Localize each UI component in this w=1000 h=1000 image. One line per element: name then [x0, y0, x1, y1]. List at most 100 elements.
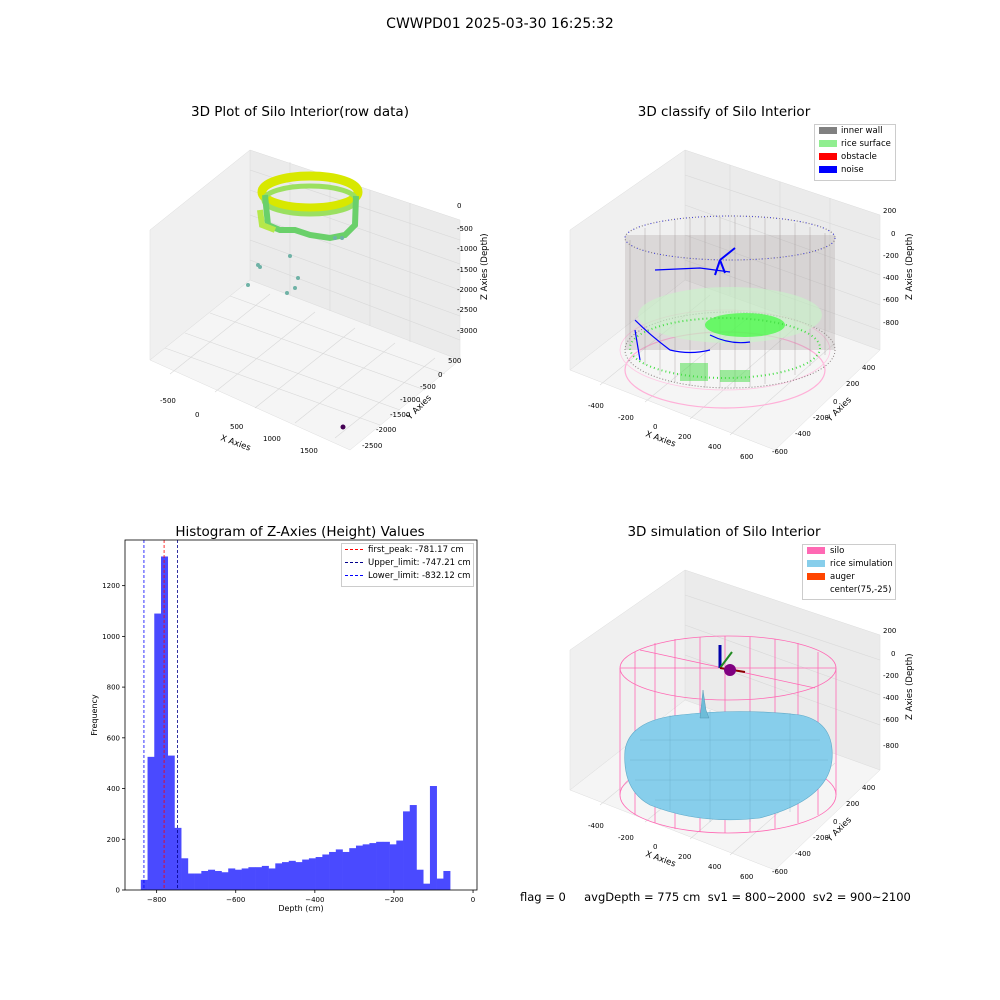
histogram-bar	[295, 862, 303, 890]
sim-ytick: 400	[862, 784, 875, 792]
histogram-ytick-label: 600	[107, 734, 120, 742]
histogram-bar	[349, 848, 357, 890]
histogram-bar	[154, 613, 162, 890]
classify-ylabel: Y Axies	[824, 395, 854, 425]
histogram-bar	[248, 867, 256, 890]
histogram-ytick-label: 400	[107, 785, 120, 793]
raw-ztick: -2000	[457, 286, 477, 294]
legend-swatch	[819, 140, 837, 147]
classify-xlabel: X Axies	[644, 429, 677, 449]
classify-xtick: -400	[588, 402, 604, 410]
sim-xtick: 600	[740, 873, 753, 880]
raw-ztick: -1000	[457, 245, 477, 253]
raw-ytick: -2500	[362, 442, 382, 450]
sim-xlabel: X Axies	[644, 849, 677, 869]
histogram-bar	[308, 858, 316, 890]
histogram-bar	[416, 869, 424, 890]
raw-ring-points	[257, 171, 363, 242]
classify-ztick: 200	[883, 207, 896, 215]
sim-xtick: -400	[588, 822, 604, 830]
histogram-bar	[208, 869, 216, 890]
legend-label: obstacle	[841, 152, 877, 162]
legend-label: Lower_limit: -832.12 cm	[368, 571, 471, 581]
sim-rice-surface	[624, 689, 833, 822]
legend-label: Upper_limit: -747.21 cm	[368, 558, 471, 568]
histogram-bar	[234, 869, 242, 890]
histogram-xtick-label: −400	[305, 896, 324, 904]
sim-ytick: -400	[795, 850, 811, 858]
histogram-ytick-label: 1200	[102, 582, 120, 590]
classify-ytick: -400	[795, 430, 811, 438]
classify-ytick: 200	[846, 380, 859, 388]
sim-auger	[718, 645, 746, 676]
sim-xtick: 400	[708, 863, 721, 871]
histogram-bar	[241, 868, 249, 890]
histogram-ytick-label: 200	[107, 836, 120, 844]
sim-ztick: 0	[891, 650, 895, 658]
histogram-bar	[403, 811, 411, 890]
histogram-bar	[282, 862, 290, 890]
raw-xtick: 0	[195, 411, 199, 419]
histogram-bar	[174, 827, 182, 890]
raw-xtick: -500	[160, 397, 176, 405]
histogram-bar	[389, 844, 397, 890]
status-text: flag = 0 avgDepth = 775 cm sv1 = 800~200…	[520, 890, 911, 904]
raw-ytick: 500	[448, 357, 461, 365]
raw-xtick: 1500	[300, 447, 318, 455]
histogram-bar	[214, 870, 222, 890]
legend-line-first-peak	[345, 549, 363, 550]
raw-ytick: 0	[438, 371, 442, 379]
raw-scatter-points	[246, 236, 344, 295]
legend-label: auger	[830, 572, 855, 582]
raw-ztick: -500	[457, 225, 473, 233]
histogram-xtick-label: −800	[147, 896, 166, 904]
classify-noise-points	[634, 247, 751, 361]
histogram-bar	[436, 878, 444, 890]
legend-swatch	[807, 586, 825, 593]
legend-swatch	[819, 127, 837, 134]
histogram-bar	[181, 858, 189, 890]
sim-zlabel: Z Axies (Depth)	[905, 653, 915, 720]
histogram-bar	[329, 851, 337, 890]
classify-ztick: -800	[883, 319, 899, 327]
raw-xtick: 1000	[263, 435, 281, 443]
sim-xtick: 0	[653, 843, 657, 851]
classify-plot-title: 3D classify of Silo Interior	[637, 104, 811, 120]
legend-swatch	[807, 573, 825, 580]
legend-line-upper-limit	[345, 562, 363, 563]
legend-swatch	[819, 166, 837, 173]
legend-label: noise	[841, 165, 864, 175]
legend-label: rice simulation	[830, 559, 893, 569]
raw-zlabel: Z Axies (Depth)	[480, 233, 490, 300]
raw-ytick: -1500	[390, 411, 410, 419]
histogram-ytick-label: 0	[116, 887, 120, 895]
sim-ztick: -800	[883, 742, 899, 750]
classify-ztick: -400	[883, 274, 899, 282]
raw-ytick: -1000	[400, 396, 420, 404]
sim-ylabel: Y Axies	[824, 815, 854, 845]
raw-3d-plot: -500 0 500 1000 1500 500 0 -500 -1000 -1…	[149, 149, 490, 455]
legend-label: first_peak: -781.17 cm	[368, 545, 464, 555]
classify-ytick: 0	[833, 398, 837, 406]
sim-ytick: -600	[772, 868, 788, 876]
histogram-xtick-label: 0	[471, 896, 475, 904]
classify-ztick: 0	[891, 230, 895, 238]
histogram-bar	[362, 844, 370, 890]
histogram-bar	[201, 870, 209, 890]
histogram-bar	[409, 805, 417, 890]
histogram-bar	[268, 868, 276, 890]
raw-plot-title: 3D Plot of Silo Interior(row data)	[191, 104, 409, 120]
histogram-title: Histogram of Z-Axies (Height) Values	[175, 524, 425, 540]
histogram-bar	[221, 872, 229, 890]
sim-ytick: 0	[833, 818, 837, 826]
classify-ztick: -200	[883, 252, 899, 260]
histogram-bar	[160, 556, 169, 890]
raw-ztick: 0	[457, 202, 461, 210]
histogram-xlabel: Depth (cm)	[278, 904, 323, 913]
classify-ztick: -600	[883, 296, 899, 304]
histogram-bar	[322, 854, 330, 890]
histogram-chart: −800 −600 −400 −200 0 0 200 400 600 800 1000 1200 D…	[90, 539, 478, 913]
raw-xtick: 500	[230, 423, 243, 431]
histogram-bar	[288, 860, 296, 890]
classify-xtick: -200	[618, 414, 634, 422]
